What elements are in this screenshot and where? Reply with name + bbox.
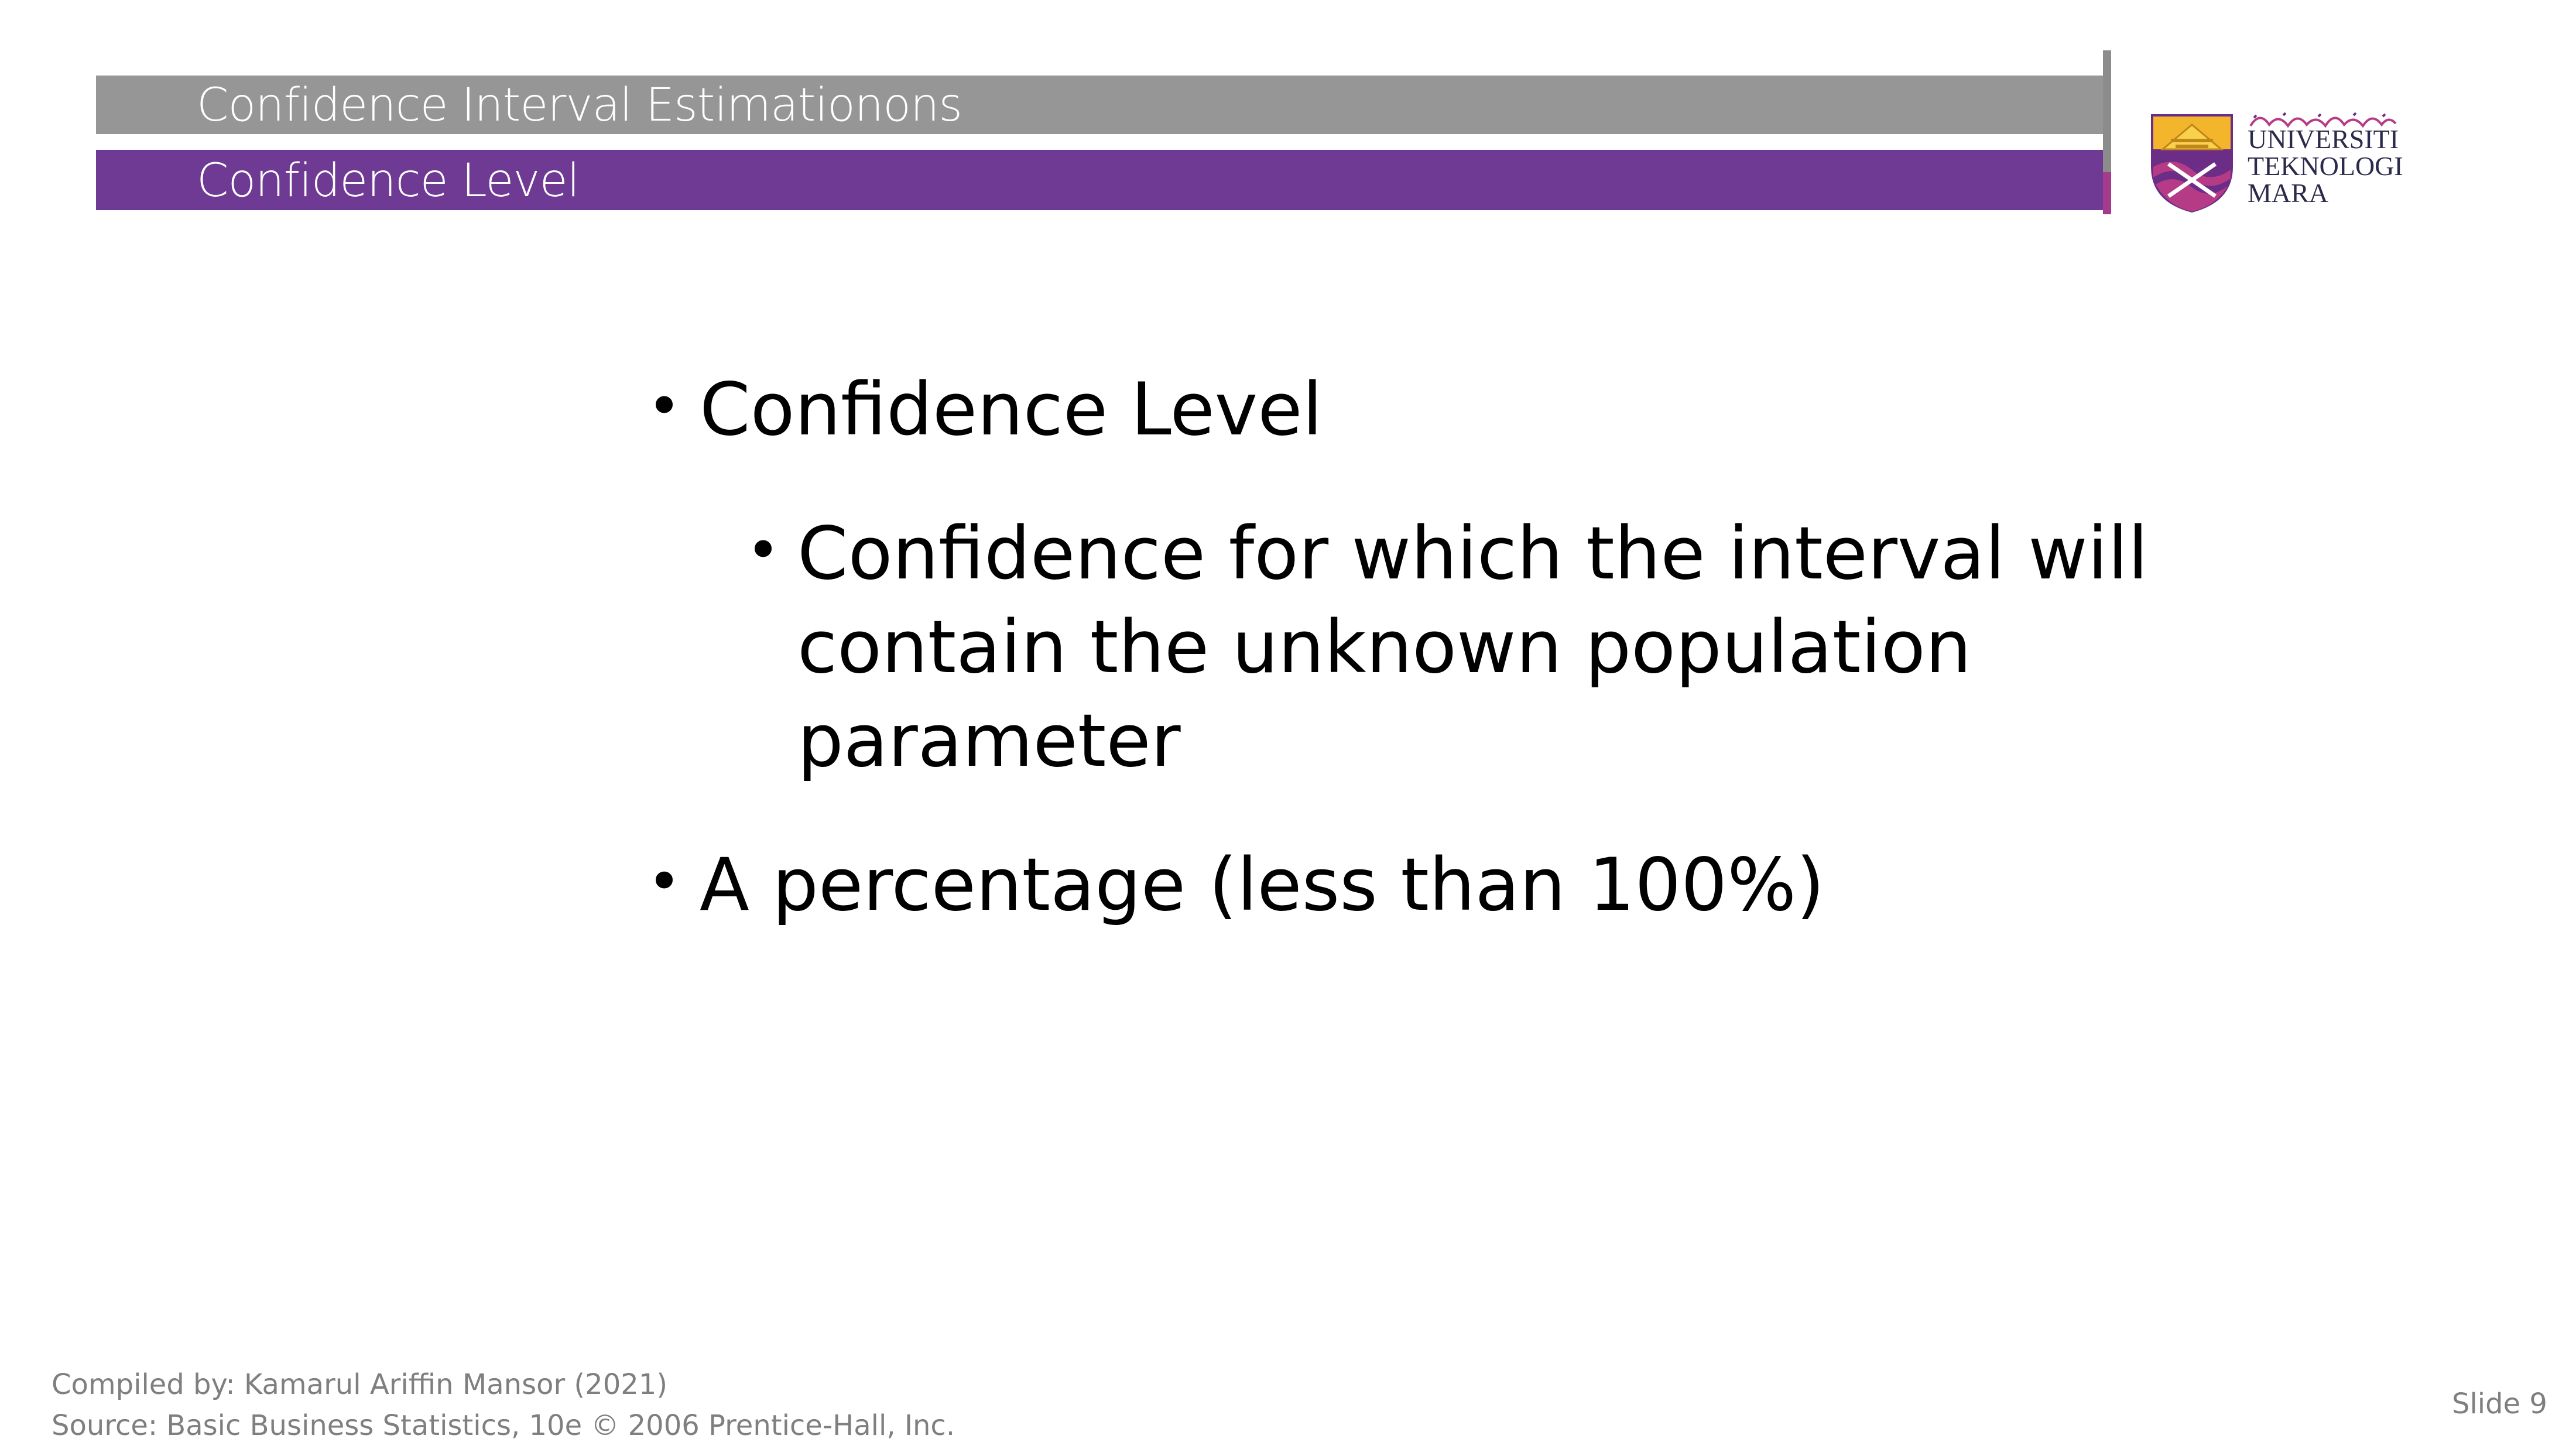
bullet-definition: • Confidence for which the interval will… <box>746 507 2149 788</box>
header-title: Confidence Interval Estimationons <box>197 79 962 132</box>
bullet-percentage: • A percentage (less than 100%) <box>647 838 1825 932</box>
bullet-text-line: parameter <box>797 699 1181 783</box>
footer-credits: Compiled by: Kamarul Ariffin Mansor (202… <box>52 1364 955 1446</box>
logo-wordmark: UNIVERSITI TEKNOLOGI MARA <box>2248 126 2403 207</box>
header-subtitle-bar: Confidence Level <box>96 150 2103 210</box>
bullet-text-line: Confidence for which the interval will <box>797 512 2149 596</box>
header-subtitle: Confidence Level <box>197 155 580 207</box>
footer-compiled-by: Compiled by: Kamarul Ariffin Mansor (202… <box>52 1368 668 1401</box>
bullet-text: Confidence Level <box>700 368 1323 452</box>
bullet-text: A percentage (less than 100%) <box>700 843 1825 927</box>
footer-source: Source: Basic Business Statistics, 10e ©… <box>52 1409 955 1442</box>
header-divider-accent <box>2103 172 2111 214</box>
bullet-confidence-level: • Confidence Level <box>647 363 1323 457</box>
logo-line2: TEKNOLOGI <box>2248 151 2403 181</box>
uitm-crest-icon <box>2151 114 2233 213</box>
header-title-bar: Confidence Interval Estimationons <box>96 76 2103 134</box>
jawi-script-icon <box>2249 112 2397 128</box>
slide-number: Slide 9 <box>2452 1388 2547 1420</box>
university-logo: UNIVERSITI TEKNOLOGI MARA <box>2145 108 2403 220</box>
logo-line3: MARA <box>2248 178 2329 208</box>
bullet-dot: • <box>746 516 780 584</box>
logo-line1: UNIVERSITI <box>2248 124 2399 154</box>
bullet-dot: • <box>647 372 681 440</box>
bullet-text-line: contain the unknown population <box>797 605 1972 690</box>
bullet-dot: • <box>647 847 681 916</box>
